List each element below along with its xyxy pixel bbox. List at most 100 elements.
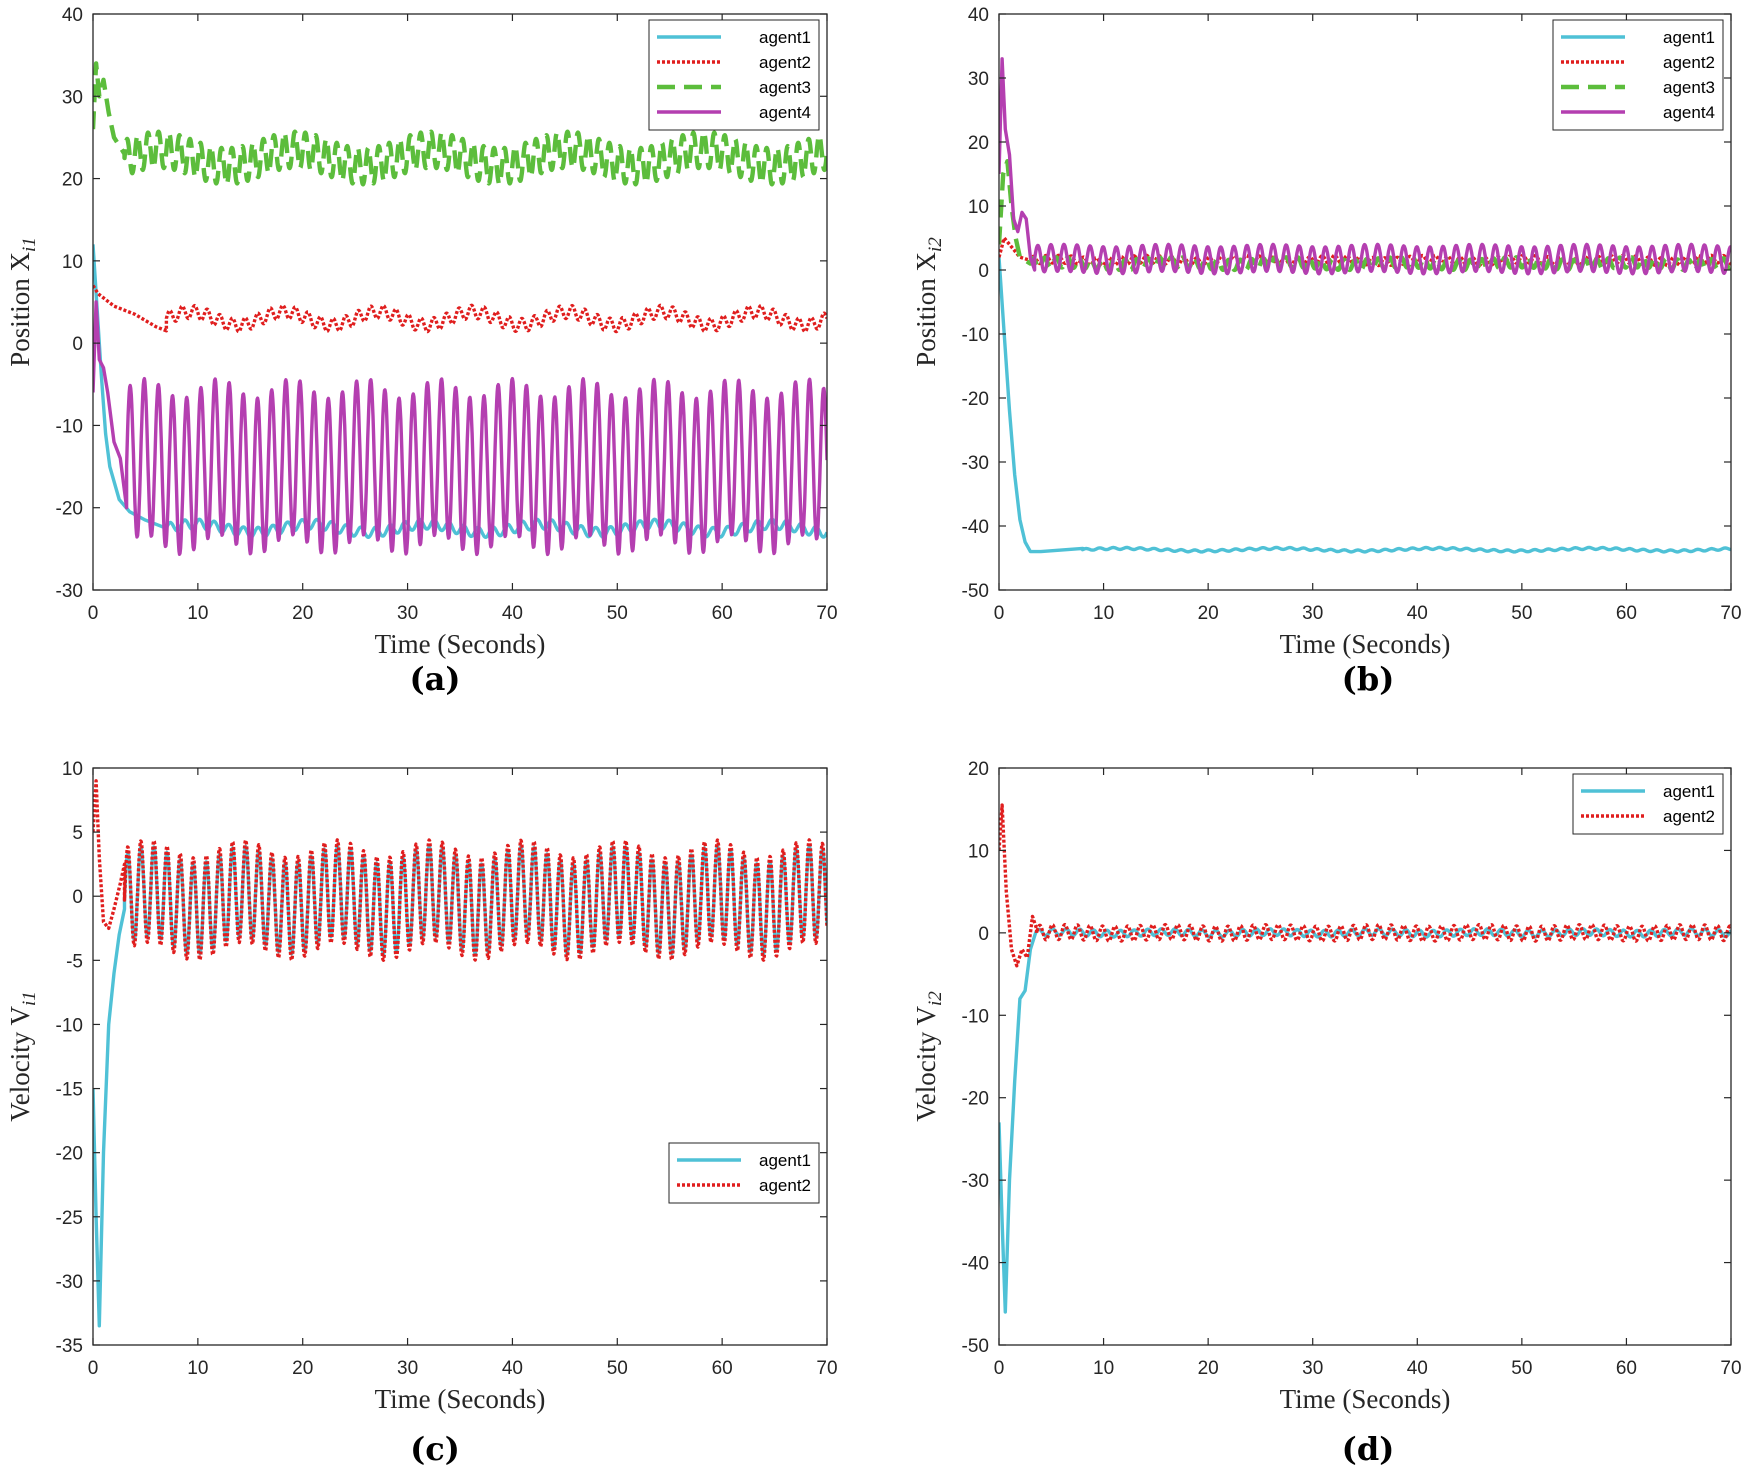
y-tick-label: -40 <box>962 517 989 538</box>
y-axis-label-subscript: i2 <box>925 237 946 252</box>
x-tick-label: 60 <box>1616 603 1637 624</box>
legend: agent1 agent2 <box>668 1142 820 1204</box>
x-tick-label: 50 <box>607 603 628 624</box>
x-tick-label: 30 <box>397 603 418 624</box>
x-tick-label: 50 <box>1511 603 1532 624</box>
x-tick-label: 30 <box>397 1358 418 1379</box>
panel-caption: (a) <box>409 660 460 698</box>
series-group <box>93 61 827 557</box>
x-tick-label: 20 <box>1198 603 1219 624</box>
x-tick-label: 30 <box>1302 603 1323 624</box>
y-tick-label: -20 <box>56 499 83 520</box>
axes-box <box>92 767 828 1346</box>
series-line-agent2 <box>93 779 827 962</box>
x-axis-label: Time (Seconds) <box>1280 629 1451 659</box>
legend-label-agent1: agent1 <box>1663 28 1715 47</box>
y-tick-label: 10 <box>968 841 989 862</box>
x-tick-label: 40 <box>502 1358 523 1379</box>
y-axis-label: Position Xi1 <box>5 237 40 367</box>
y-tick-label: 10 <box>968 197 989 218</box>
legend-label-agent1: agent1 <box>759 28 811 47</box>
series-group <box>999 57 1731 554</box>
x-tick-label: 10 <box>1093 1358 1114 1379</box>
y-tick-label: 10 <box>62 759 83 780</box>
x-axis-label: Time (Seconds) <box>1280 1384 1451 1414</box>
plot-area <box>999 768 1731 1345</box>
axes-box <box>998 767 1732 1346</box>
x-axis-label: Time (Seconds) <box>375 1384 546 1414</box>
y-tick-label: -5 <box>66 951 83 972</box>
x-tick-label: 20 <box>1198 1358 1219 1379</box>
legend-label-agent4: agent4 <box>759 103 811 122</box>
x-tick-label: 60 <box>1616 1358 1637 1379</box>
x-tick-label: 70 <box>1720 603 1741 624</box>
legend-label-agent2: agent2 <box>759 53 811 72</box>
legend-label-agent1: agent1 <box>1663 782 1715 801</box>
y-tick-label: 30 <box>968 69 989 90</box>
chart-panel-2: 0 10 20 30 40 50 60 70 -50 -40 -30 -20 -10 0 10 20 30 40 T… <box>911 5 1742 698</box>
x-tick-label: 70 <box>816 603 837 624</box>
x-tick-label: 10 <box>187 1358 208 1379</box>
x-tick-label: 0 <box>88 1358 99 1379</box>
y-axis-label-main: Velocity V <box>5 1006 35 1122</box>
x-tick-label: 0 <box>994 1358 1005 1379</box>
y-tick-label: -20 <box>962 1089 989 1110</box>
y-tick-label: 40 <box>968 5 989 26</box>
y-tick-label: 20 <box>62 170 83 191</box>
panel-caption: (b) <box>1342 660 1395 698</box>
series-line-agent3 <box>999 159 1731 273</box>
y-tick-label: 0 <box>978 924 989 945</box>
y-tick-label: -20 <box>56 1144 83 1165</box>
y-tick-label: 20 <box>968 133 989 154</box>
series-line-agent4 <box>93 300 827 557</box>
y-tick-label: 40 <box>62 5 83 26</box>
y-tick-label: 0 <box>72 334 83 355</box>
y-axis-label: Velocity Vi2 <box>911 991 946 1122</box>
legend-label-agent3: agent3 <box>759 78 811 97</box>
legend-label-agent1: agent1 <box>759 1151 811 1170</box>
x-tick-label: 70 <box>1720 1358 1741 1379</box>
y-tick-label: -50 <box>962 581 989 602</box>
y-tick-label: -50 <box>962 1336 989 1357</box>
series-line-agent1 <box>999 257 1731 554</box>
y-tick-label: 0 <box>978 261 989 282</box>
legend: agent1 agent2 agent3 agent4 <box>1552 19 1724 131</box>
legend-box <box>668 1142 820 1204</box>
x-tick-label: 60 <box>712 1358 733 1379</box>
x-tick-label: 10 <box>187 603 208 624</box>
x-tick-label: 0 <box>88 603 99 624</box>
axes-box <box>998 13 1732 591</box>
x-tick-label: 40 <box>502 603 523 624</box>
y-axis-label-main: Position X <box>911 252 941 367</box>
chart-panel-4: 0 10 20 30 40 50 60 70 -50 -40 -30 -20 -10 0 10 20 Time … <box>911 759 1742 1468</box>
legend-box <box>1572 773 1724 835</box>
x-tick-label: 20 <box>292 603 313 624</box>
legend-label-agent2: agent2 <box>1663 53 1715 72</box>
y-axis-label-subscript: i2 <box>925 991 946 1006</box>
x-tick-label: 60 <box>712 603 733 624</box>
y-tick-label: 30 <box>62 87 83 108</box>
y-tick-label: -15 <box>56 1080 83 1101</box>
y-tick-label: 10 <box>62 252 83 273</box>
series-line-agent2 <box>999 236 1731 268</box>
y-tick-label: -30 <box>56 1272 83 1293</box>
y-tick-label: -30 <box>56 581 83 602</box>
x-axis-label: Time (Seconds) <box>375 629 546 659</box>
panel-caption: (c) <box>410 1430 460 1468</box>
legend: agent1 agent2 agent3 agent4 <box>648 19 820 131</box>
y-tick-label: -30 <box>962 1171 989 1192</box>
series-line-agent2 <box>999 803 1731 968</box>
x-tick-label: 50 <box>607 1358 628 1379</box>
y-tick-label: -20 <box>962 389 989 410</box>
y-tick-label: -35 <box>56 1336 83 1357</box>
legend-label-agent2: agent2 <box>759 1176 811 1195</box>
y-axis-label-main: Velocity V <box>911 1006 941 1122</box>
y-axis-label-subscript: i1 <box>19 237 40 252</box>
x-tick-label: 0 <box>994 603 1005 624</box>
axes-box <box>92 13 828 591</box>
x-tick-label: 50 <box>1511 1358 1532 1379</box>
legend-label-agent3: agent3 <box>1663 78 1715 97</box>
y-tick-label: 0 <box>72 887 83 908</box>
legend-label-agent4: agent4 <box>1663 103 1715 122</box>
legend: agent1 agent2 <box>1572 773 1724 835</box>
